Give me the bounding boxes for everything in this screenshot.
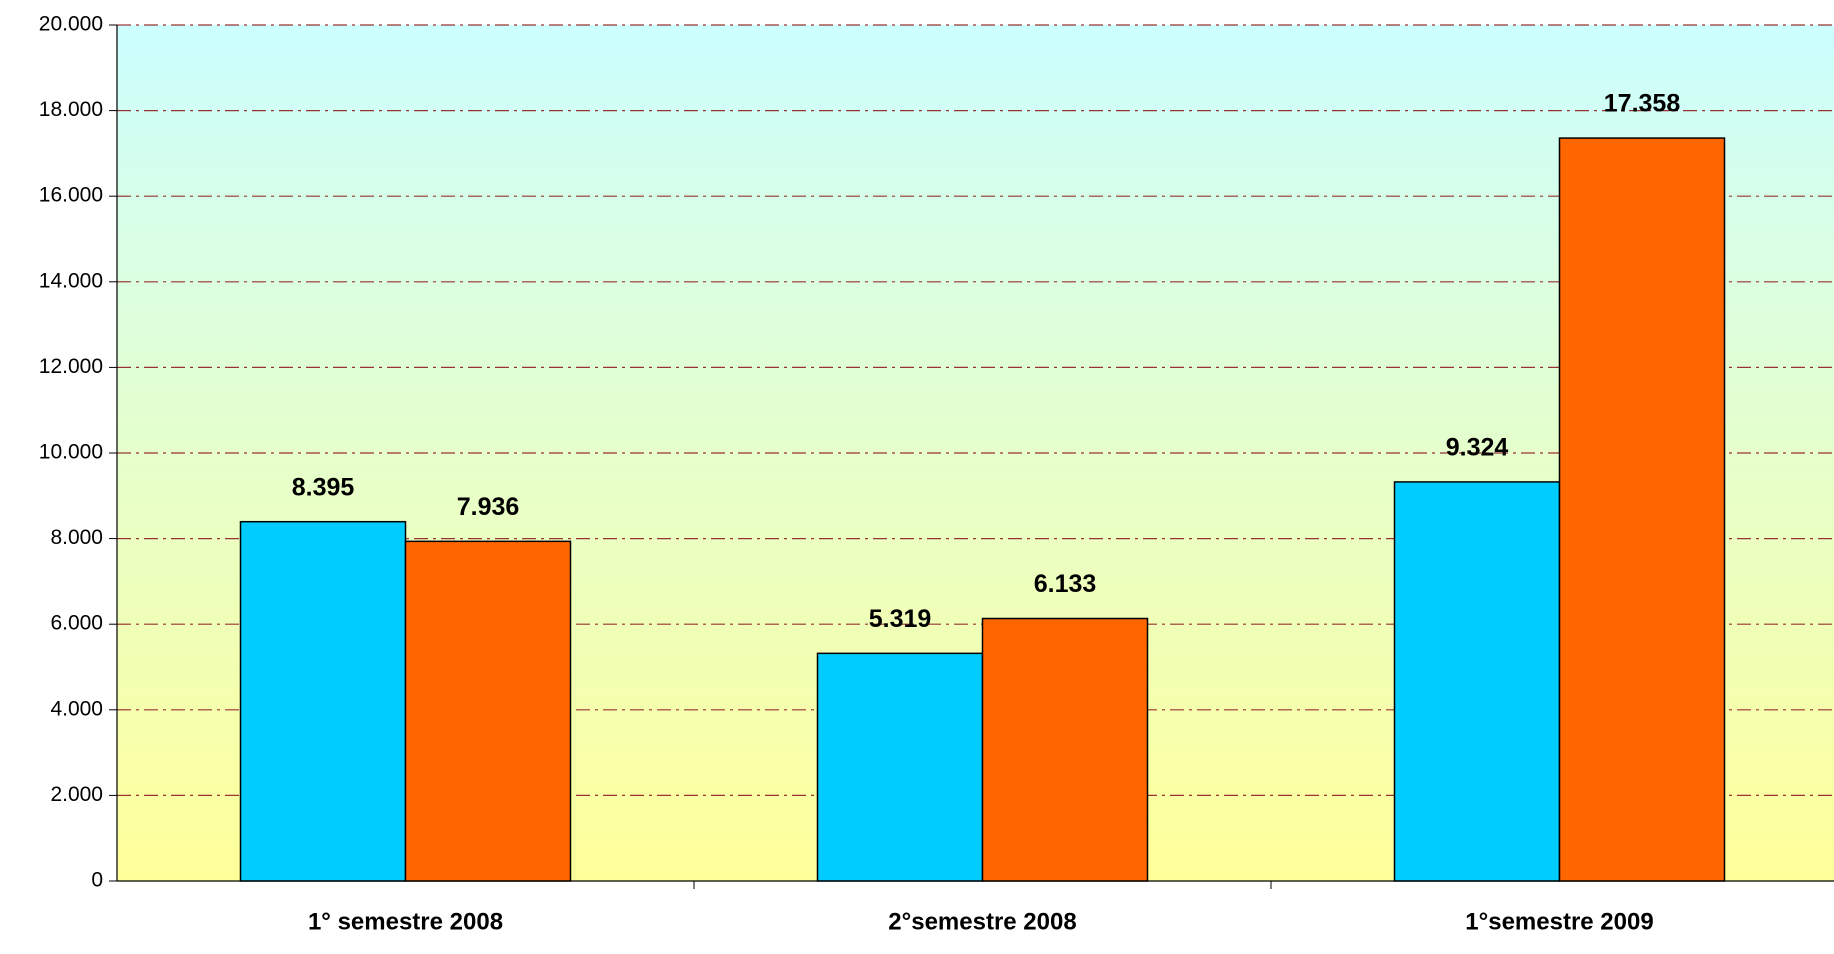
y-tick-label: 8.000: [50, 526, 103, 549]
x-tick-label: 2°semestre 2008: [888, 908, 1076, 935]
bar: [981, 617, 1149, 882]
y-tick-label: 0: [91, 869, 103, 892]
bar: [239, 520, 407, 882]
y-tick-label: 10.000: [39, 441, 103, 464]
data-label: 9.324: [1446, 434, 1509, 462]
bar: [1558, 137, 1726, 882]
y-tick-label: 4.000: [50, 697, 103, 720]
x-tick-label: 1°semestre 2009: [1465, 908, 1653, 935]
y-tick-label: 6.000: [50, 612, 103, 635]
y-tick-label: 14.000: [39, 269, 103, 292]
bar: [816, 652, 984, 882]
y-tick-label: 16.000: [39, 184, 103, 207]
bar: [1393, 481, 1561, 882]
y-tick-label: 12.000: [39, 355, 103, 378]
y-tick-label: 18.000: [39, 98, 103, 121]
data-label: 8.395: [292, 473, 355, 501]
data-label: 17.358: [1604, 90, 1681, 118]
data-label: 7.936: [457, 493, 520, 521]
data-label: 5.319: [869, 605, 932, 633]
x-tick-label: 1° semestre 2008: [308, 908, 503, 935]
y-tick-label: 2.000: [50, 783, 103, 806]
bar: [404, 540, 572, 882]
y-tick-label: 20.000: [39, 13, 103, 36]
data-label: 6.133: [1034, 570, 1097, 598]
